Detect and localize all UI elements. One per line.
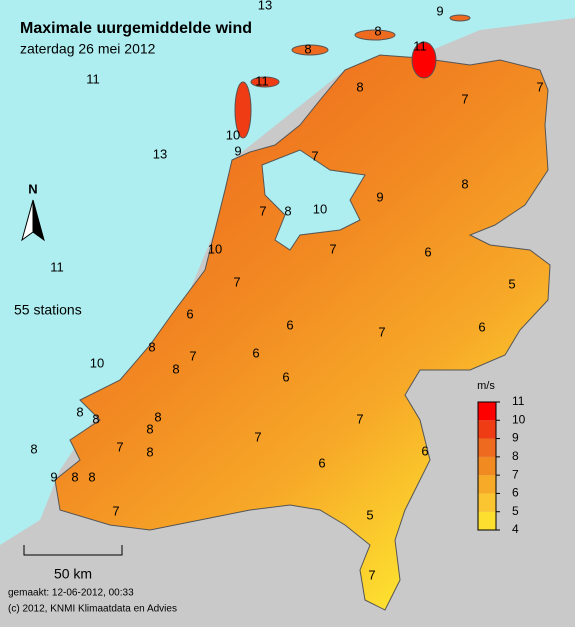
station-value: 8 xyxy=(71,469,78,484)
north-arrow xyxy=(32,199,45,242)
legend-tick-label: 5 xyxy=(512,504,519,518)
ijsselmeer xyxy=(261,149,366,251)
station-value: 11 xyxy=(50,259,64,274)
legend-band xyxy=(478,475,496,494)
station-value: 8 xyxy=(88,469,95,484)
station-value: 7 xyxy=(116,439,123,454)
station-value: 6 xyxy=(186,306,193,321)
station-value: 8 xyxy=(148,339,155,354)
station-value: 6 xyxy=(318,455,325,470)
island xyxy=(411,41,437,79)
station-value: 10 xyxy=(313,201,327,216)
island xyxy=(449,14,471,22)
station-value: 8 xyxy=(154,409,161,424)
station-value: 6 xyxy=(252,345,259,360)
legend-unit: m/s xyxy=(477,380,495,392)
station-value: 6 xyxy=(421,443,428,458)
legend-tick-label: 7 xyxy=(512,467,519,481)
legend-band xyxy=(478,456,496,476)
legend-band xyxy=(478,420,496,439)
station-value: 11 xyxy=(86,71,100,86)
station-value: 6 xyxy=(286,317,293,332)
island xyxy=(354,29,396,41)
station-value: 8 xyxy=(461,176,468,191)
station-value: 5 xyxy=(366,507,373,522)
station-value: 7 xyxy=(356,411,363,426)
scale-label: 50 km xyxy=(54,566,92,582)
legend-tick-label: 9 xyxy=(512,431,519,445)
station-value: 7 xyxy=(536,79,543,94)
station-value: 9 xyxy=(436,3,443,18)
footer-copyright: (c) 2012, KNMI Klimaatdata en Advies xyxy=(8,604,177,615)
island xyxy=(234,81,252,139)
station-value: 10 xyxy=(208,241,222,256)
station-value: 6 xyxy=(282,369,289,384)
station-value: 8 xyxy=(92,411,99,426)
scale-bar xyxy=(23,545,123,556)
station-value: 6 xyxy=(424,244,431,259)
station-value: 7 xyxy=(259,203,266,218)
station-value: 11 xyxy=(255,73,269,88)
station-value: 5 xyxy=(508,276,515,291)
station-value: 7 xyxy=(112,503,119,518)
station-value: 8 xyxy=(356,79,363,94)
station-value: 8 xyxy=(76,404,83,419)
station-value: 8 xyxy=(284,203,291,218)
legend-frame xyxy=(477,401,497,531)
subtitle: zaterdag 26 mei 2012 xyxy=(20,41,156,57)
station-value: 7 xyxy=(461,91,468,106)
legend-band xyxy=(478,438,496,457)
sea xyxy=(0,0,575,545)
station-value: 9 xyxy=(376,189,383,204)
legend-tick-label: 10 xyxy=(512,412,526,426)
station-value: 11 xyxy=(413,38,427,53)
netherlands xyxy=(54,54,551,611)
station-value: 8 xyxy=(304,41,311,56)
station-value: 9 xyxy=(234,143,241,158)
station-count: 55 stations xyxy=(14,302,82,318)
station-value: 13 xyxy=(153,146,167,161)
station-value: 7 xyxy=(233,274,240,289)
station-value: 7 xyxy=(378,324,385,339)
footer-made: gemaakt: 12-06-2012, 00:33 xyxy=(8,588,134,599)
legend-band xyxy=(478,402,496,421)
island xyxy=(291,44,329,56)
legend-tick-label: 11 xyxy=(512,394,525,408)
station-value: 8 xyxy=(146,421,153,436)
legend-band xyxy=(478,493,496,512)
station-value: 7 xyxy=(189,348,196,363)
station-value: 9 xyxy=(50,469,57,484)
station-value: 8 xyxy=(172,361,179,376)
station-value: 6 xyxy=(478,319,485,334)
station-value: 10 xyxy=(226,127,240,142)
station-value: 13 xyxy=(258,0,272,12)
station-value: 8 xyxy=(30,441,37,456)
north-label: N xyxy=(28,181,37,196)
station-value: 7 xyxy=(254,429,261,444)
station-value: 8 xyxy=(146,444,153,459)
title: Maximale uurgemiddelde wind xyxy=(20,20,252,37)
station-value: 7 xyxy=(368,567,375,582)
station-value: 10 xyxy=(90,355,104,370)
island xyxy=(250,76,280,88)
station-value: 8 xyxy=(374,23,381,38)
legend-tick-label: 4 xyxy=(512,522,519,536)
legend-tick-label: 8 xyxy=(512,449,519,463)
station-value: 7 xyxy=(329,241,336,256)
legend-tick-label: 6 xyxy=(512,486,519,500)
station-value: 7 xyxy=(311,148,318,163)
legend-band xyxy=(478,511,496,530)
